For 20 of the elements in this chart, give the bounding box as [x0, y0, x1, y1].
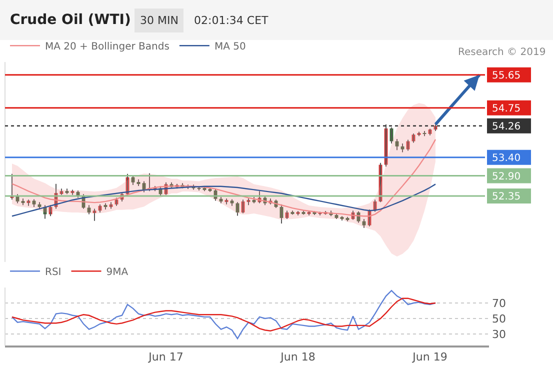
x-tick-label: Jun 17 [148, 350, 184, 364]
y-tick-label: 54.26 [492, 121, 521, 132]
legend-label: 9MA [106, 267, 128, 278]
y-tick-label: 55.65 [492, 70, 521, 82]
chart-title: Crude Oil (WTI) [10, 12, 131, 28]
y-tick-label: 70 [492, 296, 506, 310]
text: 02:01:34 CET [194, 14, 269, 27]
legend-label: MA 20 + Bollinger Bands [45, 42, 170, 53]
text: Research © 2019 [458, 47, 546, 58]
y-tick-label: 52.90 [492, 171, 521, 182]
y-tick-label: 52.35 [492, 191, 521, 202]
y-tick-label: 53.40 [492, 152, 521, 164]
chart-subtitle: 30 MIN [140, 14, 178, 27]
x-tick-label: Jun 19 [412, 350, 448, 364]
y-tick-label: 54.75 [492, 103, 521, 114]
y-tick-label: 30 [492, 328, 506, 341]
legend-label: RSI [45, 267, 62, 278]
x-tick-label: Jun 18 [280, 350, 316, 364]
legend-label: MA 50 [214, 42, 246, 53]
y-tick-label: 50 [492, 312, 506, 326]
